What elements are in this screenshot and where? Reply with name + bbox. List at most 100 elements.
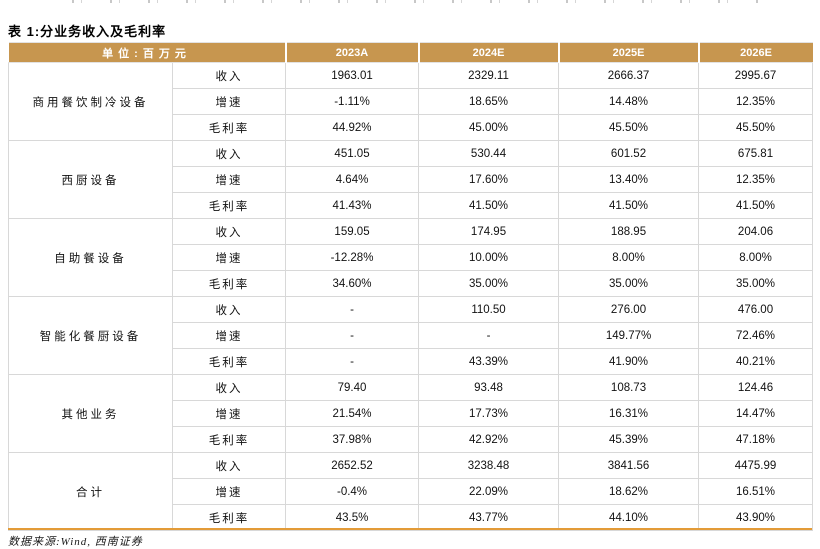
metric-label-cell: 增速 — [171, 322, 287, 349]
table-row: 毛利率 41.43% 41.50% 41.50% 41.50% — [9, 192, 814, 219]
table-row: 毛利率 -43.39% 41.90% 40.21% — [9, 348, 814, 375]
value-cell: 45.50% — [558, 114, 700, 141]
value-cell: 14.47% — [698, 400, 814, 427]
value-cell: 124.46 — [698, 374, 814, 401]
value-cell: 43.5% — [285, 504, 420, 531]
value-cell: 43.77% — [418, 504, 560, 531]
value-cell: 22.09% — [418, 478, 560, 505]
value-cell: 43.39% — [418, 348, 560, 375]
value-cell: 174.95 — [418, 218, 560, 245]
table-row: 自助餐设备 收入 159.05 174.95 188.95 204.06 — [8, 218, 814, 297]
metric-label-cell: 收入 — [171, 62, 287, 89]
value-cell: 8.00% — [558, 244, 700, 271]
value-cell: 45.39% — [558, 426, 700, 453]
table-row: 毛利率 44.92% 45.00% 45.50% 45.50% — [9, 114, 814, 141]
table-body: 商用餐饮制冷设备 收入 1963.01 2329.11 2666.37 2995.67 增速… — [8, 62, 814, 531]
value-cell: 188.95 — [558, 218, 700, 245]
value-cell: 159.05 — [285, 218, 420, 245]
value-cell: 41.90% — [558, 348, 700, 375]
segment-name-cell: 合计 — [8, 452, 173, 531]
value-cell: 108.73 — [558, 374, 700, 401]
value-cell: 45.50% — [698, 114, 814, 141]
value-cell: 79.40 — [285, 374, 420, 401]
value-cell: 35.00% — [558, 270, 700, 297]
year-column-2024e: 2024E — [417, 42, 559, 63]
year-column-2025e: 2025E — [557, 42, 699, 63]
metric-label-cell: 增速 — [171, 244, 287, 271]
value-cell: 41.43% — [285, 192, 420, 219]
value-cell: -0.4% — [285, 478, 420, 505]
value-cell: - — [285, 322, 420, 349]
metric-label-cell: 增速 — [171, 478, 287, 505]
value-cell: 17.73% — [418, 400, 560, 427]
value-cell: 43.90% — [698, 504, 814, 531]
value-cell: 37.98% — [285, 426, 420, 453]
value-cell: 110.50 — [418, 296, 560, 323]
segment-name-cell: 商用餐饮制冷设备 — [8, 62, 173, 141]
value-cell: 4475.99 — [698, 452, 814, 479]
segment-name-cell: 其他业务 — [8, 374, 173, 453]
value-cell: 16.51% — [698, 478, 814, 505]
metric-label-cell: 毛利率 — [171, 114, 287, 141]
source-note: 数据来源:Wind, 西南证券 — [8, 536, 143, 548]
value-cell: -12.28% — [285, 244, 420, 271]
value-cell: 44.92% — [285, 114, 420, 141]
header-row: 单位:百万元 2023A 2024E 2025E 2026E — [8, 42, 813, 63]
value-cell: 476.00 — [698, 296, 814, 323]
value-cell: 12.35% — [698, 166, 814, 193]
value-cell: 14.48% — [558, 88, 700, 115]
value-cell: 40.21% — [698, 348, 814, 375]
value-cell: 16.31% — [558, 400, 700, 427]
metric-label-cell: 毛利率 — [171, 348, 287, 375]
metric-label-cell: 毛利率 — [171, 270, 287, 297]
table-row: 毛利率 34.60% 35.00% 35.00% 35.00% — [9, 270, 814, 297]
value-cell: 3841.56 — [558, 452, 700, 479]
value-cell: 601.52 — [558, 140, 700, 167]
value-cell: 45.00% — [418, 114, 560, 141]
unit-header-cell: 单位:百万元 — [8, 42, 286, 63]
value-cell: 44.10% — [558, 504, 700, 531]
table-title: 表 1:分业务收入及毛利率 — [8, 24, 167, 39]
value-cell: 13.40% — [558, 166, 700, 193]
value-cell: 18.65% — [418, 88, 560, 115]
table-row: 增速 -12.28% 10.00% 8.00% 8.00% — [9, 244, 814, 271]
value-cell: 34.60% — [285, 270, 420, 297]
year-column-2026e: 2026E — [697, 42, 813, 63]
value-cell: 72.46% — [698, 322, 814, 349]
value-cell: 35.00% — [698, 270, 814, 297]
year-column-2023a: 2023A — [284, 42, 419, 63]
value-cell: 2666.37 — [558, 62, 700, 89]
metric-label-cell: 收入 — [171, 374, 287, 401]
table-row: 增速 - -149.77% 72.46% — [9, 322, 814, 349]
value-cell: 451.05 — [285, 140, 420, 167]
value-cell: 149.77% — [558, 322, 700, 349]
clipped-text-fragments — [72, 0, 762, 3]
metric-label-cell: 收入 — [171, 218, 287, 245]
value-cell: 204.06 — [698, 218, 814, 245]
value-cell: 41.50% — [418, 192, 560, 219]
value-cell: 530.44 — [418, 140, 560, 167]
value-cell: 10.00% — [418, 244, 560, 271]
value-cell: 2995.67 — [698, 62, 814, 89]
metric-label-cell: 增速 — [171, 400, 287, 427]
value-cell: 12.35% — [698, 88, 814, 115]
metric-label-cell: 收入 — [171, 140, 287, 167]
segment-name-cell: 西厨设备 — [8, 140, 173, 219]
table-row: 增速 4.64% 17.60% 13.40% 12.35% — [9, 166, 814, 193]
table-row: 其他业务 收入 79.40 93.48 108.73 124.46 — [8, 374, 814, 453]
value-cell: 17.60% — [418, 166, 560, 193]
table-header: 单位:百万元 2023A 2024E 2025E 2026E — [8, 42, 813, 63]
value-cell: 4.64% — [285, 166, 420, 193]
metric-label-cell: 收入 — [171, 296, 287, 323]
metric-label-cell: 毛利率 — [171, 504, 287, 531]
value-cell: 2652.52 — [285, 452, 420, 479]
table-row: 商用餐饮制冷设备 收入 1963.01 2329.11 2666.37 2995.67 — [8, 62, 814, 141]
value-cell: - — [418, 322, 560, 349]
value-cell: 42.92% — [418, 426, 560, 453]
value-cell: 35.00% — [418, 270, 560, 297]
table-row: 增速 -0.4% 22.09% 18.62% 16.51% — [9, 478, 814, 505]
table-row: 合计 收入 2652.52 3238.48 3841.56 4475.99 — [8, 452, 814, 531]
value-cell: 18.62% — [558, 478, 700, 505]
value-cell: 47.18% — [698, 426, 814, 453]
